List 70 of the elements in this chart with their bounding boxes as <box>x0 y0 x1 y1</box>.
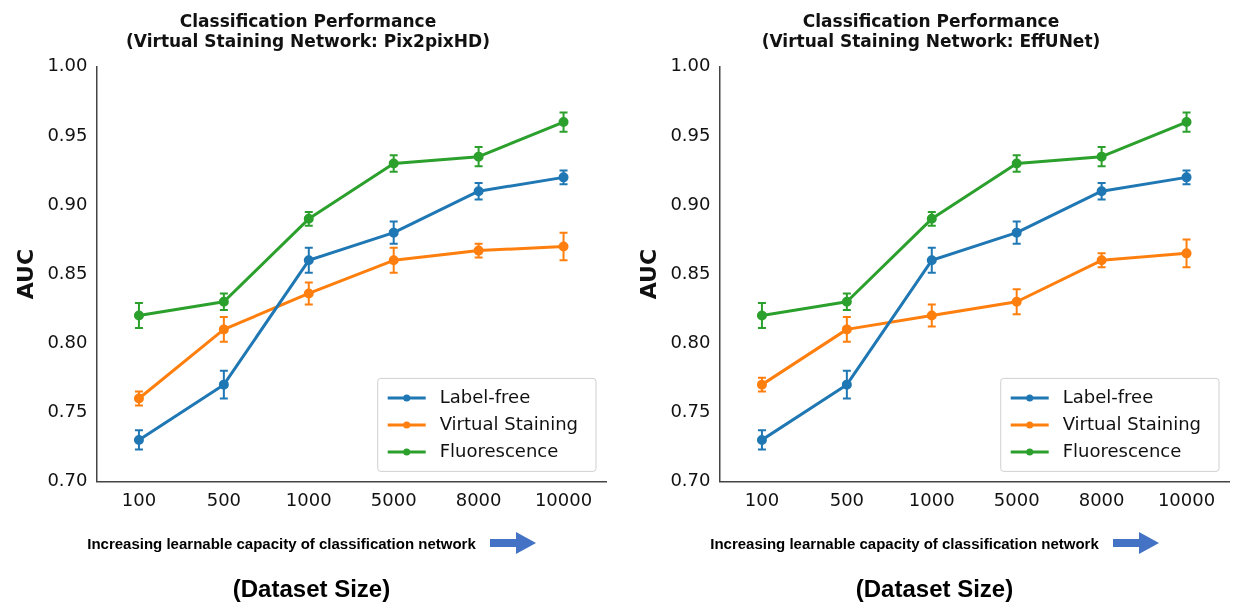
chart-title: Classification Performance <box>179 10 437 31</box>
legend-label: Virtual Staining <box>439 412 578 434</box>
text: (Dataset Size) <box>854 575 1015 603</box>
point <box>1011 296 1022 307</box>
point <box>1181 117 1192 128</box>
point <box>388 227 399 238</box>
x-tick-label: 100 <box>744 488 780 510</box>
y-tick-label: 0.80 <box>670 330 711 352</box>
point <box>303 255 314 266</box>
x-tick-label: 100 <box>121 488 157 510</box>
point <box>1181 248 1192 259</box>
legend-label: Label-free <box>1062 385 1154 407</box>
point <box>388 255 399 266</box>
point <box>1011 158 1022 169</box>
legend-label: Fluorescence <box>439 439 559 461</box>
x-tick-label: 10000 <box>534 488 593 510</box>
point <box>926 310 937 321</box>
y-tick-label: 0.75 <box>670 399 711 421</box>
x-tick-label: 8000 <box>455 488 502 510</box>
legend-label: Fluorescence <box>1062 439 1182 461</box>
x-tick-label: 1000 <box>285 488 332 510</box>
point <box>473 151 484 162</box>
point <box>841 379 852 390</box>
point <box>558 241 569 252</box>
point <box>558 117 569 128</box>
chart-title: Classification Performance <box>802 10 1060 31</box>
legend-label: Virtual Staining <box>1062 412 1201 434</box>
point <box>218 379 229 390</box>
point <box>756 434 767 445</box>
x-tick-label: 1000 <box>908 488 955 510</box>
point <box>473 186 484 197</box>
y-axis-title: AUC <box>635 248 661 300</box>
y-tick-label: 0.70 <box>47 469 88 491</box>
x-tick-label: 8000 <box>1078 488 1125 510</box>
point <box>841 296 852 307</box>
x-tick-label: 10000 <box>1157 488 1216 510</box>
y-tick-label: 0.95 <box>47 123 88 145</box>
x-axis-title: Increasing learnable capacity of classification network <box>710 534 1099 552</box>
x-axis-title: Increasing learnable capacity of classification network <box>87 534 476 552</box>
x-tick-label: 500 <box>206 488 242 510</box>
y-tick-label: 0.80 <box>47 330 88 352</box>
y-tick-label: 0.75 <box>47 399 88 421</box>
y-tick-label: 0.70 <box>670 469 711 491</box>
x-tick-label: 500 <box>829 488 865 510</box>
y-axis-title: AUC <box>12 248 38 300</box>
point <box>1011 227 1022 238</box>
point <box>303 288 314 299</box>
chart-subtitle: (Virtual Staining Network: EffUNet) <box>761 31 1101 52</box>
y-tick-label: 0.90 <box>47 192 88 214</box>
x-tick-label: 5000 <box>370 488 417 510</box>
point <box>841 324 852 335</box>
point <box>1096 151 1107 162</box>
x-tick-label: 5000 <box>993 488 1040 510</box>
point <box>388 158 399 169</box>
chart-subtitle: (Virtual Staining Network: Pix2pixHD) <box>126 31 490 52</box>
point <box>218 324 229 335</box>
y-tick-label: 0.90 <box>670 192 711 214</box>
legend-label: Label-free <box>439 385 531 407</box>
y-tick-label: 0.85 <box>47 261 88 283</box>
point <box>1096 186 1107 197</box>
y-tick-label: 0.95 <box>670 123 711 145</box>
point <box>133 310 144 321</box>
y-tick-label: 0.85 <box>670 261 711 283</box>
y-tick-label: 1.00 <box>670 54 711 76</box>
text: (Dataset Size) <box>231 575 392 603</box>
point <box>218 296 229 307</box>
point <box>926 255 937 266</box>
y-tick-label: 1.00 <box>47 54 88 76</box>
point <box>756 310 767 321</box>
point <box>133 434 144 445</box>
